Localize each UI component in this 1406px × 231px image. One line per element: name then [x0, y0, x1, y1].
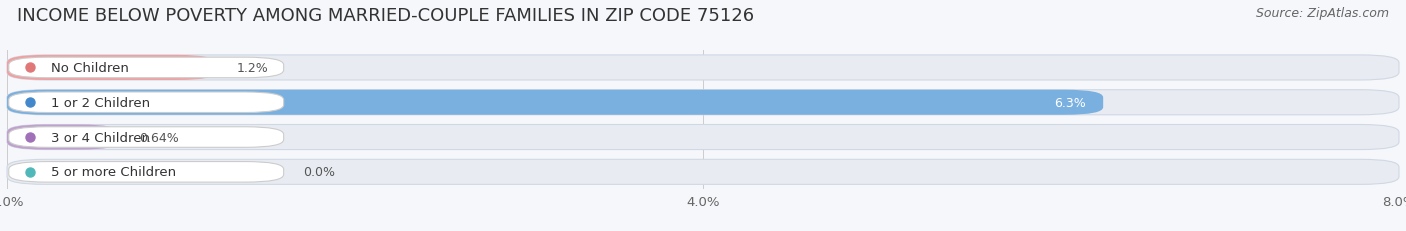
- Text: 5 or more Children: 5 or more Children: [51, 166, 176, 179]
- Text: 1.2%: 1.2%: [236, 62, 269, 75]
- FancyBboxPatch shape: [8, 127, 284, 148]
- Text: 3 or 4 Children: 3 or 4 Children: [51, 131, 149, 144]
- FancyBboxPatch shape: [7, 56, 217, 81]
- Text: 1 or 2 Children: 1 or 2 Children: [51, 96, 149, 109]
- FancyBboxPatch shape: [8, 58, 284, 78]
- FancyBboxPatch shape: [7, 125, 1399, 150]
- FancyBboxPatch shape: [7, 90, 1399, 115]
- FancyBboxPatch shape: [7, 90, 1104, 115]
- Text: No Children: No Children: [51, 62, 128, 75]
- Text: 0.0%: 0.0%: [302, 166, 335, 179]
- FancyBboxPatch shape: [8, 93, 284, 113]
- Text: INCOME BELOW POVERTY AMONG MARRIED-COUPLE FAMILIES IN ZIP CODE 75126: INCOME BELOW POVERTY AMONG MARRIED-COUPL…: [17, 7, 754, 25]
- Text: 6.3%: 6.3%: [1054, 96, 1085, 109]
- Text: Source: ZipAtlas.com: Source: ZipAtlas.com: [1256, 7, 1389, 20]
- FancyBboxPatch shape: [7, 125, 118, 150]
- FancyBboxPatch shape: [7, 56, 1399, 81]
- FancyBboxPatch shape: [8, 162, 284, 182]
- FancyBboxPatch shape: [7, 160, 1399, 185]
- Text: 0.64%: 0.64%: [139, 131, 179, 144]
